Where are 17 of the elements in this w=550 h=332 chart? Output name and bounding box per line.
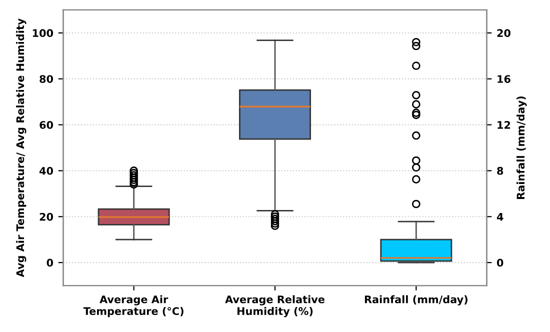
y2-tick-label: 12 [498,121,510,129]
x-tick-label: Rainfall (mm/day) [364,295,468,306]
y2-tick-label: 20 [497,29,510,38]
y-tick-label: 100 [32,29,54,38]
y-axis-title: Avg Air Temperature/ Avg Relative Humidity [16,18,26,278]
y2-tick-label: 0 [496,258,504,267]
y2-tick-label: 4 [496,212,504,221]
y2-axis-title: Rainfall (mm/day) [516,96,527,199]
x-tick-label: Average Air Temperature (°C) [83,295,184,318]
y-tick-label: 0 [46,258,54,267]
y-tick-label: 20 [40,212,54,221]
y-tick-label: 80 [40,75,54,83]
y-tick-label: 40 [40,166,54,175]
y-tick-label: 60 [40,121,54,129]
x-tick-label: Average Relative Humidity (%) [225,295,324,318]
y2-tick-label: 8 [497,166,504,175]
y2-tick-label: 16 [498,75,510,83]
